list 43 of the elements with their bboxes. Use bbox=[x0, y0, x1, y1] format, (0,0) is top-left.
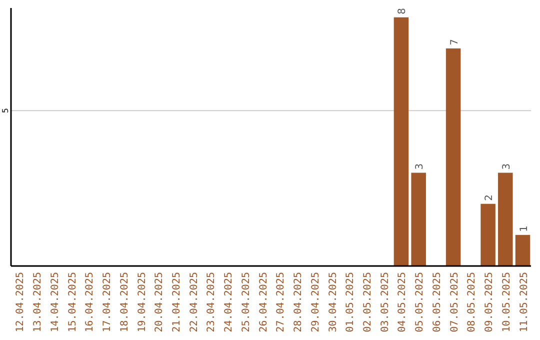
bar bbox=[480, 204, 496, 266]
x-tick-label: 20.04.2025 bbox=[154, 272, 166, 332]
data-label: 7 bbox=[449, 39, 460, 46]
x-tick-label: 06.05.2025 bbox=[432, 272, 443, 332]
data-label: 3 bbox=[501, 163, 512, 170]
x-tick-label: 05.05.2025 bbox=[414, 272, 426, 332]
x-tick-label: 08.05.2025 bbox=[466, 272, 478, 332]
data-label: 2 bbox=[484, 194, 496, 201]
bar bbox=[446, 48, 461, 266]
x-tick-label: 15.04.2025 bbox=[67, 272, 78, 332]
x-tick-label: 02.05.2025 bbox=[362, 272, 374, 332]
bar bbox=[515, 234, 530, 266]
x-tick-label: 27.04.2025 bbox=[276, 272, 287, 332]
data-label: 8 bbox=[397, 8, 408, 14]
x-tick-label: 26.04.2025 bbox=[258, 272, 270, 332]
x-tick-label: 01.05.2025 bbox=[345, 272, 356, 332]
x-tick-label: 19.04.2025 bbox=[136, 272, 148, 332]
x-tick-label: 03.05.2025 bbox=[380, 272, 391, 332]
x-tick-label: 14.04.2025 bbox=[50, 272, 61, 332]
bar bbox=[498, 172, 513, 266]
x-tick-label: 28.04.2025 bbox=[293, 272, 304, 332]
x-tick-label: 16.04.2025 bbox=[84, 272, 96, 332]
x-tick-label: 23.04.2025 bbox=[206, 272, 218, 332]
x-tick-label: 12.04.2025 bbox=[15, 272, 26, 332]
x-tick-label: 09.05.2025 bbox=[484, 272, 496, 332]
x-tick-label: 22.04.2025 bbox=[188, 272, 200, 332]
x-tick-label: 13.04.2025 bbox=[32, 272, 44, 332]
x-tick-label: 11.05.2025 bbox=[518, 272, 530, 332]
x-tick-label: 25.04.2025 bbox=[240, 272, 252, 332]
bar bbox=[411, 172, 426, 266]
x-tick-label: 10.05.2025 bbox=[501, 272, 512, 332]
x-tick-label: 24.04.2025 bbox=[224, 272, 235, 332]
x-tick-label: 04.05.2025 bbox=[397, 272, 408, 332]
x-tick-label: 21.04.2025 bbox=[172, 272, 183, 332]
data-label: 1 bbox=[518, 226, 530, 232]
x-tick-label: 17.04.2025 bbox=[102, 272, 114, 332]
x-tick-label: 29.04.2025 bbox=[310, 272, 322, 332]
y-tick-label: 5 bbox=[1, 108, 10, 114]
x-tick-label: 07.05.2025 bbox=[449, 272, 460, 332]
data-label: 3 bbox=[414, 163, 426, 170]
x-tick-label: 18.04.2025 bbox=[119, 272, 130, 332]
bar bbox=[394, 17, 409, 266]
x-tick-label: 30.04.2025 bbox=[328, 272, 339, 332]
